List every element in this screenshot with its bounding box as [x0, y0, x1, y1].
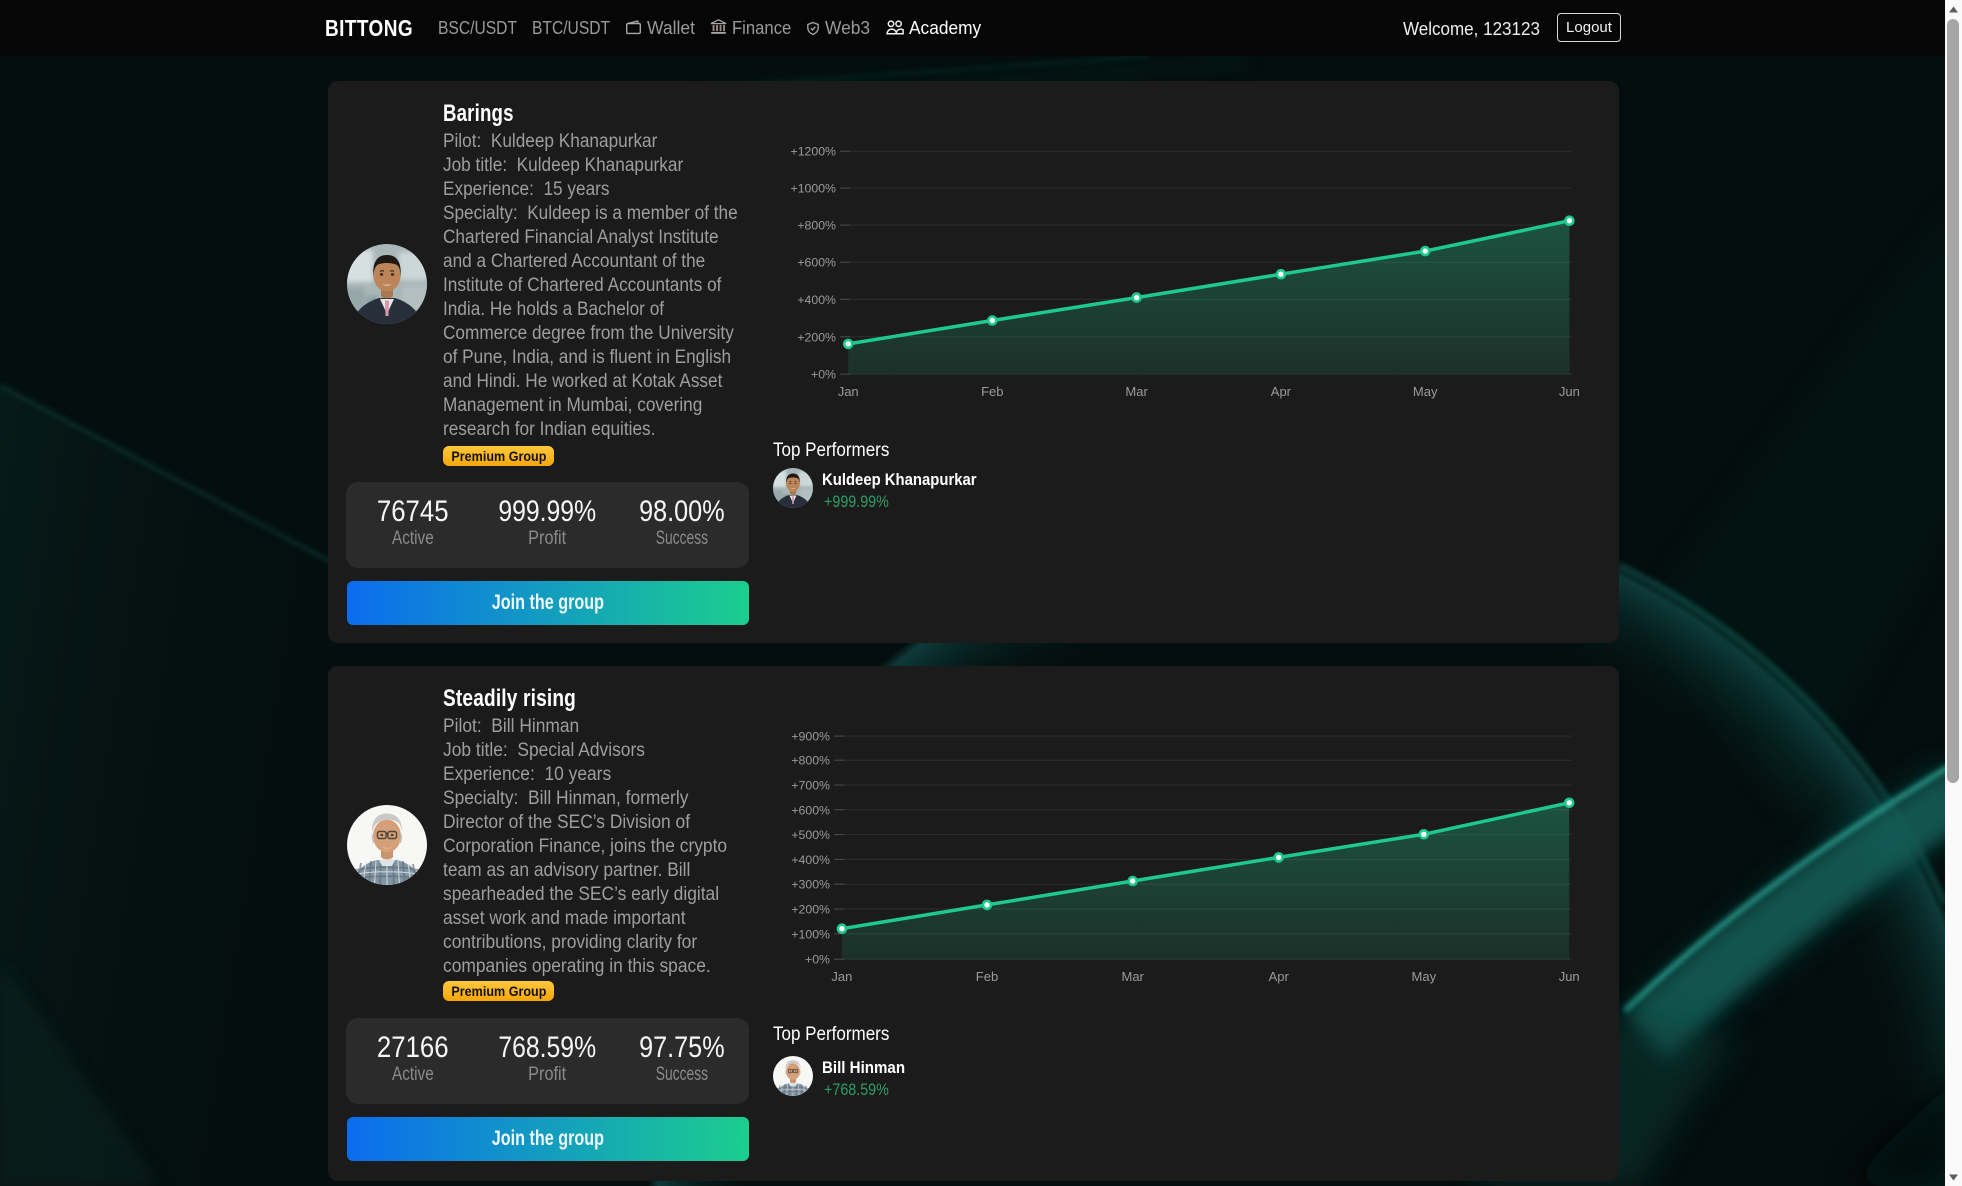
svg-text:Apr: Apr — [1271, 384, 1292, 399]
svg-text:May: May — [1412, 969, 1437, 984]
svg-text:+800%: +800% — [797, 219, 836, 233]
svg-text:+800%: +800% — [791, 754, 830, 768]
svg-text:+400%: +400% — [797, 293, 836, 307]
svg-text:+300%: +300% — [791, 878, 830, 892]
svg-text:+100%: +100% — [791, 927, 830, 941]
svg-text:Feb: Feb — [976, 969, 998, 984]
svg-text:+600%: +600% — [791, 803, 830, 817]
svg-text:+500%: +500% — [791, 828, 830, 842]
svg-text:Jun: Jun — [1559, 969, 1580, 984]
svg-text:+1200%: +1200% — [791, 145, 837, 159]
svg-text:May: May — [1413, 384, 1438, 399]
svg-text:+0%: +0% — [811, 368, 836, 382]
svg-text:Jun: Jun — [1559, 384, 1580, 399]
svg-text:Jan: Jan — [831, 969, 852, 984]
svg-text:+200%: +200% — [797, 330, 836, 344]
svg-text:+600%: +600% — [797, 256, 836, 270]
svg-text:Mar: Mar — [1122, 969, 1145, 984]
svg-text:+700%: +700% — [791, 779, 830, 793]
svg-text:Feb: Feb — [981, 384, 1003, 399]
svg-text:+0%: +0% — [805, 953, 830, 967]
svg-text:Mar: Mar — [1125, 384, 1148, 399]
svg-text:+200%: +200% — [791, 903, 830, 917]
svg-text:Jan: Jan — [838, 384, 859, 399]
svg-text:+900%: +900% — [791, 730, 830, 744]
svg-text:+1000%: +1000% — [791, 182, 837, 196]
svg-text:Apr: Apr — [1269, 969, 1290, 984]
svg-text:+400%: +400% — [791, 853, 830, 867]
